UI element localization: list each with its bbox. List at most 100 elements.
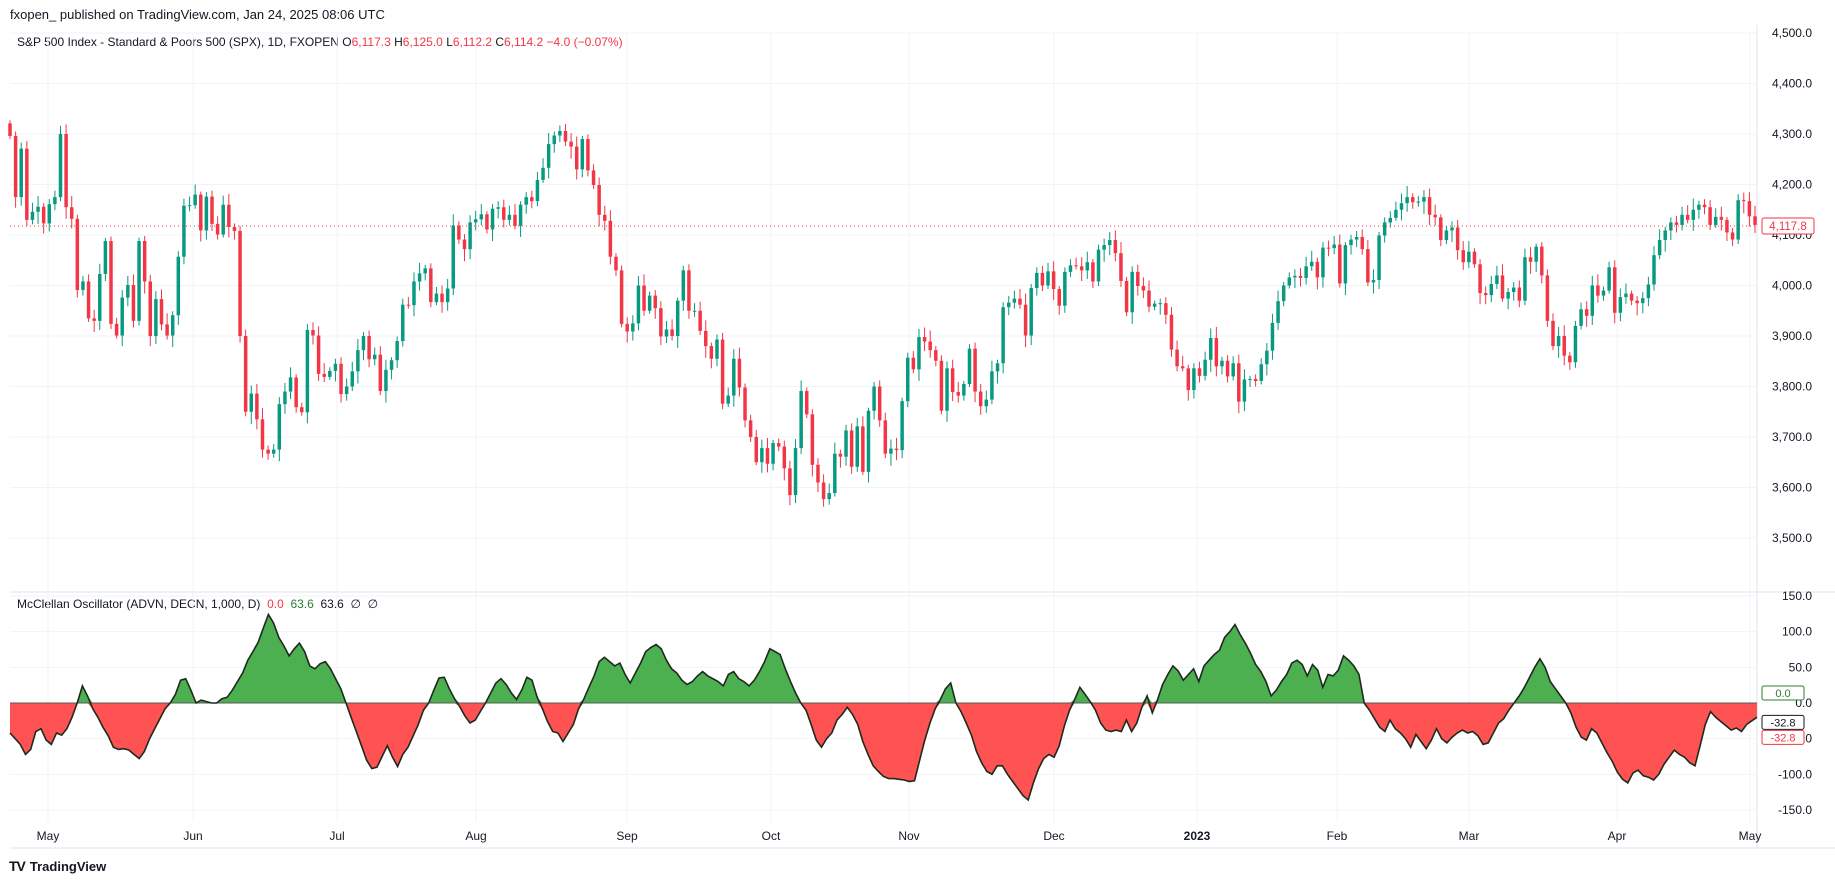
candle-body	[748, 420, 753, 437]
footer-brand[interactable]: TV TradingView	[9, 858, 106, 874]
candle-body	[917, 337, 921, 370]
candle-body	[558, 130, 562, 136]
candle-body	[934, 350, 938, 361]
oscillator-title[interactable]: McClellan Oscillator (ADVN, DECN, 1,000,…	[17, 597, 261, 611]
candle-body	[1007, 302, 1011, 308]
candle-body	[1248, 378, 1252, 380]
candle-body	[715, 339, 719, 359]
candle-body	[1096, 249, 1101, 282]
candle-body	[1405, 197, 1409, 204]
candle-body	[1495, 275, 1499, 284]
candle-body	[1377, 235, 1381, 280]
candle-body	[367, 336, 371, 360]
candle-body	[1209, 338, 1213, 360]
candle-body	[1747, 201, 1752, 217]
candle-body	[440, 293, 444, 303]
candle-body	[1332, 244, 1336, 249]
high-label: H	[394, 35, 403, 49]
candle-body	[922, 337, 927, 342]
candle-body	[1180, 366, 1185, 369]
x-tick-label: Mar	[1459, 829, 1480, 843]
candle-body	[524, 197, 528, 205]
candle-body	[928, 341, 932, 351]
candle-body	[47, 204, 52, 224]
candle-body	[1601, 290, 1606, 296]
candle-body	[1483, 293, 1488, 296]
candle-body	[1528, 257, 1533, 262]
candle-body	[1388, 217, 1393, 223]
candle-body	[1500, 275, 1505, 299]
candle-body	[1562, 336, 1566, 356]
candle-body	[1641, 298, 1645, 304]
osc-value-1: 0.0	[267, 597, 284, 611]
candle-body	[75, 218, 80, 291]
y-tick-label: 4,400.0	[1772, 77, 1812, 91]
candle-body	[1119, 253, 1123, 281]
candle-body	[1691, 209, 1696, 220]
candle-body	[109, 241, 113, 324]
symbol-title[interactable]: S&P 500 Index - Standard & Poors 500 (SP…	[17, 35, 339, 49]
candle-body	[889, 448, 893, 454]
x-tick-label: Nov	[898, 829, 919, 843]
candle-body	[1079, 266, 1084, 271]
candle-body	[962, 383, 966, 396]
candle-body	[541, 167, 545, 180]
candle-body	[1635, 300, 1639, 304]
candle-body	[406, 304, 411, 306]
candle-body	[114, 323, 119, 336]
candle-body	[103, 241, 108, 274]
candle-body	[1685, 214, 1690, 220]
osc-tick-label: -150.0	[1778, 803, 1812, 817]
candle-body	[1012, 298, 1017, 303]
candle-body	[513, 214, 517, 226]
candle-body	[647, 295, 652, 311]
candle-body	[1192, 368, 1196, 391]
candle-body	[1175, 349, 1179, 367]
candle-body	[159, 299, 164, 325]
candle-body	[687, 270, 691, 311]
candle-body	[1472, 251, 1477, 265]
candle-body	[1730, 232, 1735, 240]
candle-body	[1063, 271, 1067, 306]
osc-value-badge-label: -32.8	[1770, 732, 1795, 744]
candle-body	[709, 346, 714, 359]
candle-body	[1001, 307, 1005, 364]
candle-body	[816, 464, 820, 483]
candle-body	[1371, 279, 1376, 283]
candle-body	[473, 219, 478, 223]
candle-body	[552, 135, 556, 145]
candle-body	[1321, 247, 1325, 278]
candle-body	[1455, 227, 1460, 251]
candle-body	[131, 284, 136, 321]
candle-body	[69, 207, 74, 219]
y-tick-label: 4,000.0	[1772, 279, 1812, 293]
y-tick-label: 3,800.0	[1772, 380, 1812, 394]
osc-positive-area	[10, 614, 1757, 703]
candle-body	[417, 273, 422, 282]
candle-body	[1164, 303, 1168, 315]
candle-body	[395, 341, 399, 361]
candle-body	[704, 330, 708, 347]
candle-body	[530, 197, 534, 202]
open-value: 6,117.3	[351, 35, 391, 49]
candle-body	[64, 134, 68, 208]
candle-body	[1584, 309, 1589, 316]
candle-body	[232, 226, 237, 231]
candle-body	[1343, 245, 1348, 284]
candle-body	[1051, 271, 1056, 290]
x-tick-label: Jun	[183, 829, 202, 843]
candle-body	[1152, 303, 1157, 307]
candle-body	[1579, 309, 1583, 326]
candle-body	[1489, 283, 1494, 296]
candle-body	[182, 205, 186, 257]
candle-body	[434, 293, 439, 303]
candle-body	[1293, 275, 1297, 278]
candle-body	[1130, 271, 1134, 313]
candle-body	[1663, 230, 1667, 241]
publish-header: fxopen_ published on TradingView.com, Ja…	[10, 7, 385, 22]
chart-canvas[interactable]: May Jun Jul Aug Sep Oct Nov Dec 2023 Feb Mar Apr May…	[0, 0, 1835, 855]
candle-body	[1018, 298, 1022, 305]
osc-value-5: ∅	[367, 597, 379, 611]
osc-tick-label: -100.0	[1778, 767, 1812, 781]
candle-body	[664, 329, 669, 337]
